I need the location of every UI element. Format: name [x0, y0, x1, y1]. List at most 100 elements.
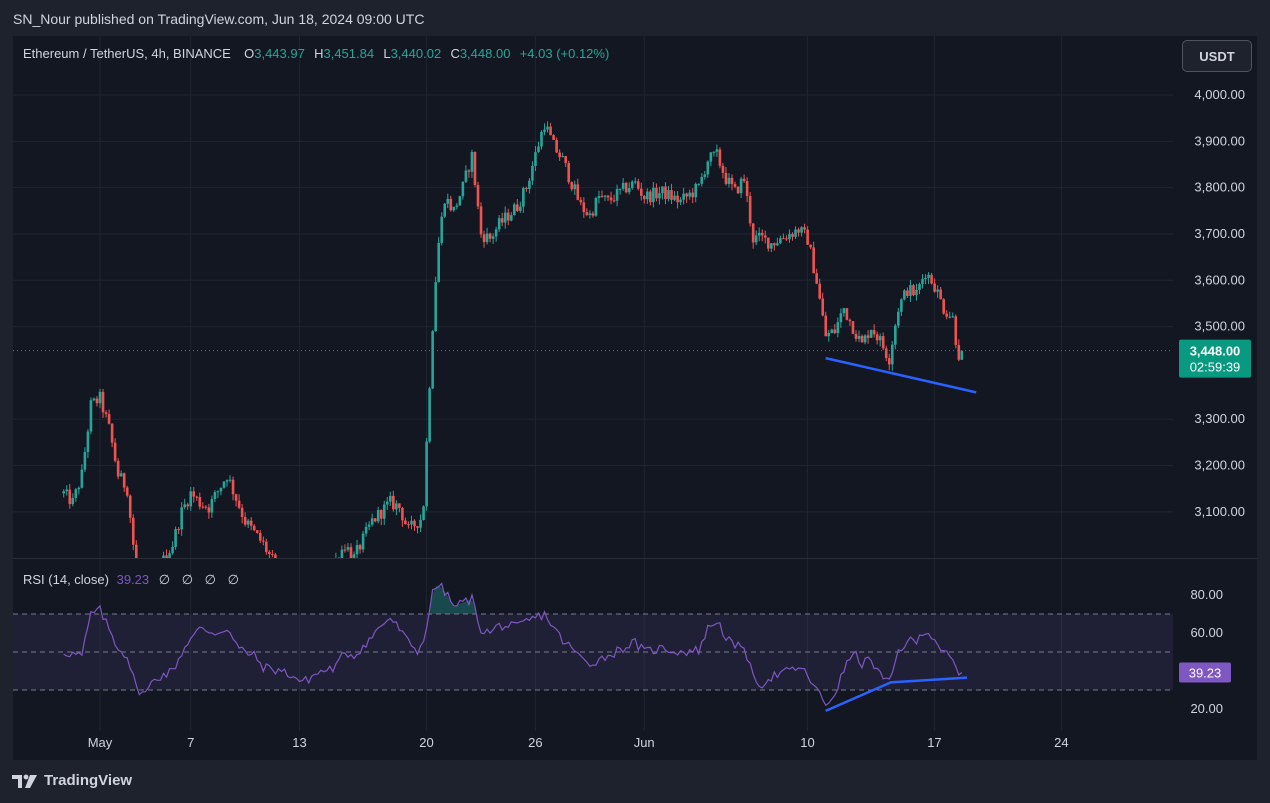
candle-body	[268, 551, 271, 554]
rsi-tick-label: 20.00	[1190, 701, 1223, 716]
candle-body	[491, 236, 495, 239]
candle-body	[198, 497, 202, 507]
candle-body	[776, 243, 779, 246]
candle-body	[522, 188, 525, 207]
candle-body	[95, 398, 99, 404]
candle-body	[612, 200, 616, 202]
candle-body	[500, 218, 504, 223]
trendline-drawings[interactable]	[825, 356, 977, 713]
candle-body	[842, 308, 846, 314]
candle-body	[440, 216, 444, 243]
candle-body	[83, 452, 87, 470]
candle-body	[525, 188, 528, 190]
rsi-label[interactable]: RSI (14, close)	[23, 572, 109, 587]
candle-body	[379, 509, 383, 519]
candle-body	[392, 495, 395, 510]
rsi-pane[interactable]	[13, 559, 1173, 731]
candle-body	[110, 423, 114, 443]
open-value: 3,443.97	[254, 46, 305, 61]
candle-body	[464, 170, 468, 182]
price-axis-pane[interactable]	[1173, 36, 1257, 731]
candle-body	[785, 238, 788, 240]
candle-body	[183, 504, 186, 508]
grid-lines	[13, 36, 1173, 731]
candle-body	[128, 495, 132, 518]
candle-body	[255, 530, 259, 533]
candle-body	[434, 282, 437, 332]
candle-body	[485, 233, 489, 243]
candle-body	[643, 195, 646, 200]
candle-body	[703, 174, 707, 177]
candle-body	[567, 163, 571, 183]
candle-body	[488, 233, 492, 239]
tradingview-logo[interactable]: TradingView	[12, 772, 132, 789]
candle-body	[458, 196, 462, 206]
candle-body	[736, 186, 740, 194]
candle-body	[231, 479, 235, 495]
candle-body	[370, 518, 374, 525]
candle-body	[416, 526, 419, 528]
candle-body	[80, 469, 84, 488]
candle-body	[68, 489, 72, 505]
candle-body	[591, 213, 595, 216]
candle-body	[467, 170, 471, 172]
candle-body	[803, 227, 806, 230]
candle-body	[742, 178, 746, 182]
candle-body	[630, 181, 634, 189]
rsi-value-tag-text: 39.23	[1189, 665, 1222, 680]
candle-body	[455, 205, 459, 207]
last-price-tag	[1179, 339, 1251, 378]
candle-body	[909, 285, 912, 296]
candle-body	[884, 348, 888, 359]
last-price-tag-value: 3,448.00	[1190, 344, 1241, 359]
candle-body	[618, 188, 622, 190]
candle-body	[924, 277, 927, 279]
candle-body	[201, 506, 205, 508]
candle-body	[497, 218, 501, 230]
candle-body	[779, 238, 782, 244]
candle-body	[906, 290, 909, 296]
candle-body	[860, 335, 864, 343]
candle-body	[664, 186, 667, 200]
candle-body	[249, 520, 253, 526]
symbol-label[interactable]: Ethereum / TetherUS, 4h, BINANCE	[23, 46, 231, 61]
candle-body	[355, 545, 359, 555]
price-tick-label: 4,000.00	[1194, 87, 1245, 102]
candle-body	[951, 316, 955, 318]
candle-body	[881, 336, 885, 349]
rsi-series	[63, 582, 963, 707]
candle-body	[697, 183, 701, 185]
currency-button[interactable]: USDT	[1182, 40, 1252, 72]
candle-body	[449, 198, 453, 211]
candle-body	[219, 487, 223, 492]
candle-body	[646, 191, 649, 200]
candle-body	[661, 186, 664, 194]
candle-body	[579, 199, 583, 203]
candle-body	[376, 509, 380, 522]
candle-body	[927, 274, 930, 278]
candle-body	[461, 181, 465, 197]
low-value: 3,440.02	[390, 46, 442, 61]
candle-body	[540, 131, 543, 147]
candle-body	[509, 215, 513, 221]
price-trendline	[825, 356, 977, 394]
price-pane[interactable]	[13, 36, 1173, 558]
candle-body	[113, 442, 117, 461]
candle-body	[165, 555, 168, 558]
candle-body	[869, 330, 873, 338]
candle-body	[122, 473, 126, 488]
close-value: 3,448.00	[459, 46, 511, 61]
candle-body	[470, 151, 474, 172]
time-axis-pane[interactable]	[13, 731, 1257, 760]
candle-body	[597, 196, 601, 199]
candle-body	[839, 313, 843, 323]
candle-body	[676, 195, 679, 203]
candle-body	[65, 489, 69, 492]
candle-body	[398, 503, 401, 508]
tradingview-logo-icon	[12, 774, 37, 788]
candle-body	[815, 273, 818, 284]
candle-body	[670, 190, 673, 200]
time-tick-label: Jun	[634, 735, 655, 750]
